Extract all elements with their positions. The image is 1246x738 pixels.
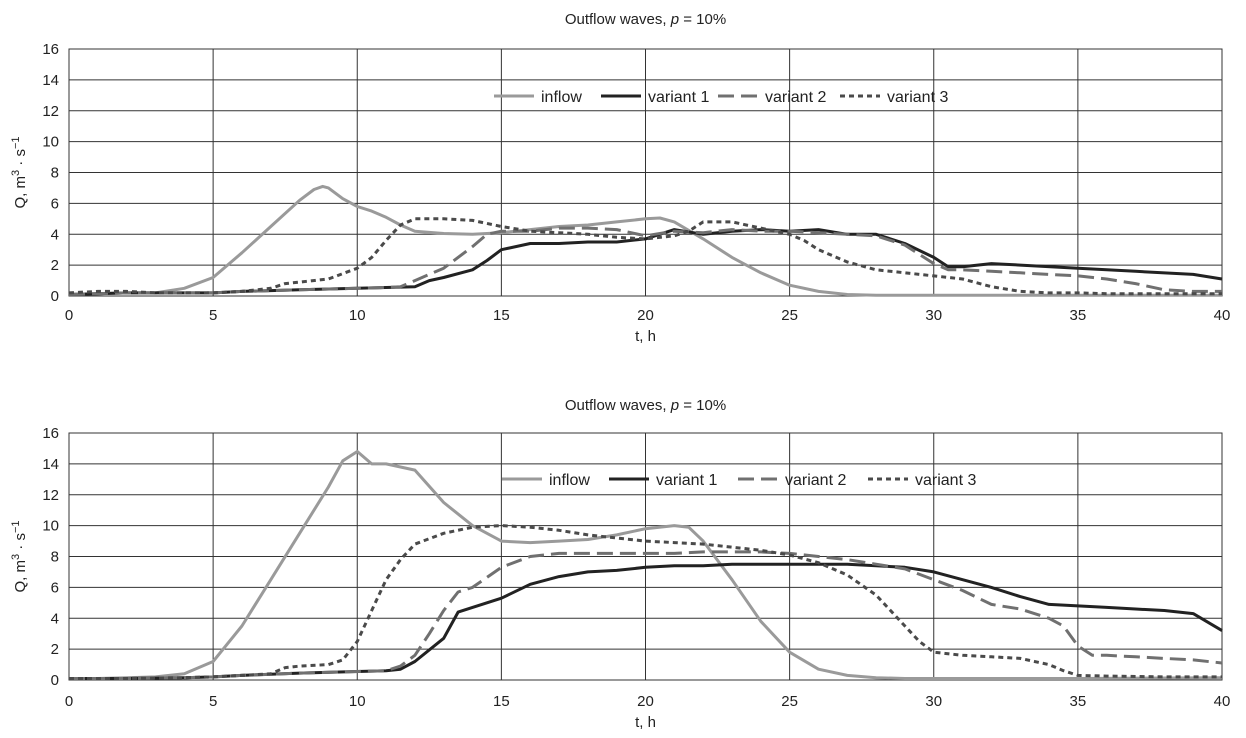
y-tick-label: 6 (51, 195, 59, 212)
legend: inflow variant 1 variant 2 variant 3 (494, 89, 948, 106)
x-tick-label: 25 (781, 693, 798, 710)
legend-label: variant 3 (887, 89, 948, 106)
x-tick-label: 10 (349, 307, 366, 324)
x-tick-label: 10 (349, 693, 366, 710)
x-tick-label: 5 (209, 693, 217, 710)
plot-area (68, 48, 1223, 297)
legend-label: variant 2 (765, 89, 826, 106)
y-axis-label: Q, m3 · s−1 (10, 520, 29, 592)
y-axis-label: Q, m3 · s−1 (10, 136, 29, 208)
chart-2: Outflow waves, p = 10% 0 2 4 6 8 10 12 14 16 0 5 10 1… (10, 397, 1230, 731)
y-tick-label: 0 (51, 288, 59, 305)
x-tick-label: 5 (209, 307, 217, 324)
y-tick-label: 16 (42, 41, 59, 58)
series-line-inflow (69, 450, 1223, 680)
y-tick-label: 10 (42, 518, 59, 535)
x-tick-label: 20 (637, 307, 654, 324)
y-tick-label: 14 (42, 72, 59, 89)
x-tick-label: 25 (781, 307, 798, 324)
y-tick-label: 16 (42, 425, 59, 442)
y-tick-label: 2 (51, 257, 59, 274)
chart-1: Outflow waves, p = 10% 0 2 4 6 8 10 12 14 16 0 5 10 1… (10, 11, 1230, 345)
series-line-variant-2 (69, 550, 1223, 680)
x-axis-label: t, h (635, 714, 656, 731)
y-tick-label: 0 (51, 672, 59, 689)
x-tick-label: 20 (637, 693, 654, 710)
x-tick-label: 30 (925, 693, 942, 710)
x-tick-label: 35 (1070, 307, 1087, 324)
y-tick-label: 4 (51, 610, 59, 627)
y-tick-label: 8 (51, 549, 59, 566)
series-line-variant-1 (69, 562, 1223, 680)
legend-label: variant 3 (915, 472, 976, 489)
legend-label: inflow (541, 89, 582, 106)
x-tick-label: 40 (1214, 307, 1231, 324)
series-line-variant-3 (69, 524, 1222, 680)
y-tick-label: 14 (42, 456, 59, 473)
series-line-inflow (68, 184, 1222, 297)
y-tick-label: 6 (51, 579, 59, 596)
y-tick-label: 2 (51, 641, 59, 658)
chart-title: Outflow waves, p = 10% (565, 11, 726, 28)
legend-label: variant 2 (785, 472, 846, 489)
y-tick-label: 10 (42, 134, 59, 151)
legend-label: variant 1 (648, 89, 709, 106)
plot-area (68, 432, 1223, 681)
x-axis-label: t, h (635, 328, 656, 345)
series-line-variant-2 (68, 226, 1222, 296)
x-tick-label: 40 (1214, 693, 1231, 710)
x-tick-label: 15 (493, 307, 510, 324)
x-tick-label: 15 (493, 693, 510, 710)
legend-label: inflow (549, 472, 590, 489)
series-line-variant-3 (68, 217, 1222, 296)
y-tick-label: 12 (42, 103, 59, 120)
gridlines (68, 432, 1223, 681)
legend: inflow variant 1 variant 2 variant 3 (502, 472, 976, 489)
y-tick-label: 8 (51, 165, 59, 182)
x-tick-label: 0 (65, 693, 73, 710)
y-tick-label: 4 (51, 226, 59, 243)
x-tick-label: 35 (1070, 693, 1087, 710)
x-tick-label: 30 (925, 307, 942, 324)
gridlines (68, 48, 1223, 297)
y-tick-label: 12 (42, 487, 59, 504)
chart-title: Outflow waves, p = 10% (565, 397, 726, 414)
x-tick-label: 0 (65, 307, 73, 324)
legend-label: variant 1 (656, 472, 717, 489)
